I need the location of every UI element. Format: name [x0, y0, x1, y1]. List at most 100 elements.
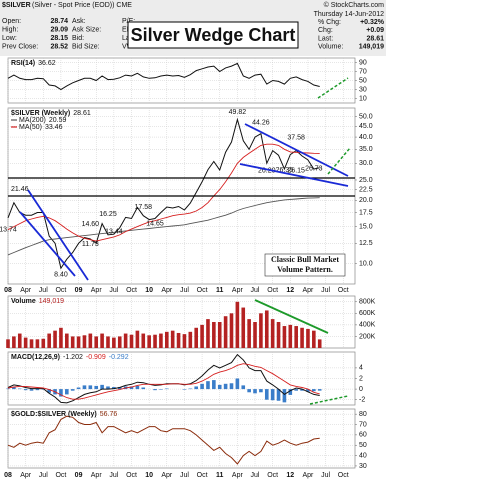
bar — [23, 337, 28, 348]
x-tick-label: Apr — [302, 287, 314, 294]
x-tick-label: Jul — [39, 287, 48, 294]
bar — [94, 385, 99, 390]
annotation: 37.58 — [287, 135, 305, 142]
date: Thursday 14-Jun-2012 — [314, 11, 385, 18]
field-label: % Chg: — [318, 19, 341, 26]
bar — [23, 389, 28, 391]
bar — [212, 322, 216, 348]
y-tick-label: 60 — [359, 432, 367, 439]
field-value: 28.61 — [366, 35, 384, 42]
bar — [241, 307, 246, 348]
x-tick-label: Jul — [109, 287, 118, 294]
bar — [194, 327, 199, 348]
series-name: MACD(12,26,9) — [11, 354, 60, 361]
annotation: 17.58 — [135, 204, 153, 211]
y-tick-label: 50 — [359, 442, 367, 449]
field-value: 28.15 — [50, 35, 68, 42]
x-tick-label: Oct — [267, 472, 278, 479]
y-tick-label: 800K — [359, 299, 376, 306]
y-tick-label: 20.0 — [359, 197, 373, 204]
bar — [212, 380, 216, 390]
bar — [253, 389, 257, 394]
last-value: 20.59 — [49, 117, 67, 124]
x-tick-label: 11 — [216, 287, 224, 294]
y-tick-label: 40.0 — [359, 134, 373, 141]
callout-box — [264, 253, 346, 277]
y-tick-label: 80 — [359, 411, 367, 418]
bar — [129, 334, 134, 348]
field-value: 29.09 — [50, 26, 68, 33]
bar — [200, 383, 204, 390]
bar — [76, 336, 81, 348]
x-tick-label: 09 — [75, 287, 83, 294]
panel-frame — [7, 408, 356, 469]
panel-label: $GOLD:$SILVER (Weekly) 56.76 — [11, 411, 117, 418]
title-box — [127, 21, 299, 49]
annotation: 14.60 — [82, 221, 100, 228]
x-tick-label: 12 — [286, 472, 294, 479]
bar — [135, 385, 140, 390]
annotation: 13.74 — [0, 226, 17, 233]
x-tick-label: Apr — [20, 287, 32, 294]
series-name: MA(50) — [19, 124, 42, 131]
x-tick-label: 08 — [4, 472, 12, 479]
field-label: High: — [2, 26, 18, 33]
bar — [247, 319, 251, 348]
bar — [29, 339, 34, 348]
annotation: 26.73 — [305, 166, 323, 173]
bar — [65, 389, 69, 395]
bar — [17, 333, 22, 348]
x-tick-label: Jul — [321, 287, 330, 294]
bar — [76, 387, 81, 390]
bar — [17, 388, 22, 390]
x-tick-label: 10 — [145, 287, 153, 294]
last-value: 149,019 — [39, 298, 64, 305]
bar — [270, 319, 275, 348]
bar — [59, 389, 63, 397]
bar — [312, 389, 316, 392]
bar — [159, 389, 163, 390]
y-tick-label: 10 — [359, 95, 367, 102]
y-tick-label: 25.0 — [359, 177, 373, 184]
bar — [312, 330, 316, 348]
field-label: Volume: — [318, 44, 343, 51]
bar — [182, 334, 187, 348]
x-tick-label: Jul — [251, 472, 260, 479]
bar — [88, 385, 93, 390]
bar — [282, 389, 287, 403]
bar — [106, 386, 110, 390]
bar — [300, 327, 304, 348]
x-tick-label: Oct — [55, 287, 66, 294]
field-label: Open: — [2, 18, 21, 25]
bar — [270, 389, 275, 401]
bar — [12, 336, 16, 348]
legend-entry: MA(200) 20.59 — [19, 117, 66, 124]
chart-title: Silver Wedge Chart — [131, 25, 296, 45]
bar — [288, 389, 293, 395]
wedge-line — [239, 163, 349, 187]
field-label: Low: — [2, 35, 17, 42]
y-tick-label: 40 — [359, 452, 367, 459]
bar — [282, 326, 287, 348]
bar — [317, 389, 322, 391]
panel-label: RSI(14) 36.62 — [11, 60, 56, 67]
arrow — [254, 299, 329, 334]
bar — [229, 383, 234, 390]
y-tick-label: 10.0 — [359, 260, 373, 267]
series-line — [7, 117, 320, 270]
y-tick-label: 22.5 — [359, 186, 373, 193]
bar — [135, 330, 140, 348]
field-label: Bid: — [72, 35, 84, 42]
last-value: -1.202 — [63, 354, 83, 361]
bar — [129, 386, 134, 390]
bar — [188, 388, 193, 390]
series-line — [7, 143, 320, 242]
bar — [217, 322, 222, 348]
x-tick-label: Oct — [55, 472, 66, 479]
bar — [188, 331, 193, 348]
annotation: 11.73 — [82, 241, 99, 248]
series-line — [7, 62, 320, 91]
bar — [223, 316, 228, 348]
bar — [94, 336, 99, 348]
field-label: Ask Size: — [72, 26, 101, 33]
